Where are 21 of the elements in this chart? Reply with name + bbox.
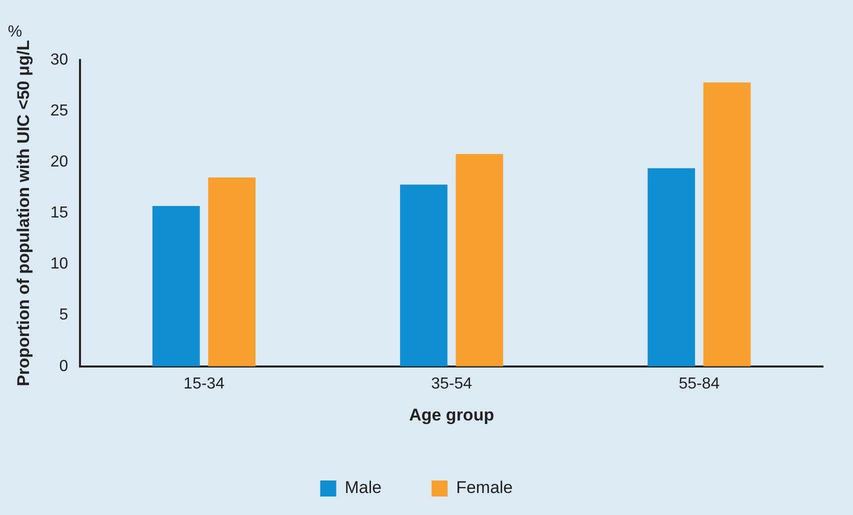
legend-label: Female [456,478,513,498]
text: % [8,23,22,40]
bar [152,206,200,366]
bar [703,82,751,366]
legend-label: Male [344,478,382,498]
y-tick-label: 20 [50,154,68,171]
x-axis-title: Age group [409,405,494,424]
bar [648,168,696,366]
bar [208,177,256,366]
x-tick-label: 15-34 [184,375,225,392]
bar [456,154,504,366]
y-tick-label: 0 [59,358,68,375]
bar [400,184,448,366]
y-tick-label: 25 [50,102,68,120]
y-tick-label: 5 [59,306,68,324]
y-tick-label: 30 [50,51,68,68]
x-tick-label: 55-84 [678,375,720,392]
x-tick-label: 35-54 [431,375,472,392]
y-tick-label: 10 [50,256,68,273]
y-axis-title: Proportion of population with UIC <50 μg/L [14,40,33,386]
y-tick-label: 15 [50,204,68,222]
